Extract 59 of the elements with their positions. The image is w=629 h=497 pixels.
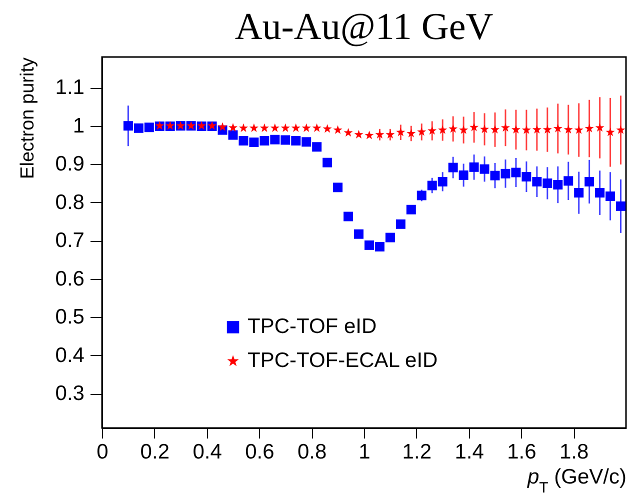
point [280, 135, 290, 145]
legend-label: TPC-TOF-ECAL eID [248, 349, 438, 372]
point [260, 136, 270, 146]
y-tick-label: 0.8 [55, 190, 84, 214]
point [302, 137, 312, 147]
point [249, 138, 259, 148]
point [354, 130, 364, 138]
point [344, 128, 353, 137]
point [238, 123, 248, 132]
point [364, 130, 374, 140]
y-axis-title: Electron purity [17, 57, 38, 179]
x-tick-label: 1 [358, 440, 370, 464]
point [270, 134, 280, 144]
point [312, 123, 322, 132]
y-tick-label: 0.5 [55, 306, 84, 329]
point [228, 130, 238, 140]
point [322, 158, 332, 168]
point [406, 204, 416, 214]
y-tick-label: 0.6 [55, 267, 84, 290]
point [270, 123, 280, 132]
point [291, 123, 300, 132]
point [134, 123, 144, 133]
x-tick-label: 0.2 [140, 440, 170, 464]
point [333, 125, 342, 134]
y-tick-label: 0.9 [55, 152, 84, 176]
point [312, 142, 322, 152]
point [228, 123, 238, 132]
y-tick-label: 1.1 [55, 76, 84, 100]
point [333, 182, 343, 192]
point [364, 240, 374, 250]
y-tick-label: 0.7 [55, 229, 84, 252]
x-tick-label: 1.2 [402, 440, 432, 464]
point [249, 123, 258, 132]
chart-title: Au-Au@11 GeV [234, 6, 494, 48]
x-tick-label: 1.6 [507, 440, 536, 464]
point [385, 232, 395, 242]
x-tick-label: 0.4 [192, 440, 222, 464]
point [374, 242, 384, 252]
x-tick-label: 0.8 [298, 440, 327, 464]
legend-label: TPC-TOF eID [248, 315, 377, 338]
point [144, 122, 154, 132]
point [238, 136, 248, 146]
point [280, 123, 290, 132]
x-tick-label: 0 [96, 440, 108, 464]
point [354, 229, 364, 239]
point [218, 122, 228, 131]
point [302, 123, 311, 132]
y-tick-label: 1 [72, 114, 84, 138]
y-tick-label: 0.3 [55, 382, 84, 406]
point [322, 124, 332, 133]
y-tick-label: 0.4 [55, 344, 85, 367]
point [344, 212, 354, 222]
x-tick-label: 1.4 [454, 440, 484, 464]
x-axis-title: p$_{T}$ (GeV/c) [526, 466, 626, 496]
x-tick-label: 0.6 [245, 440, 274, 464]
x-tick-label: 1.8 [560, 440, 589, 464]
point [396, 219, 406, 229]
point [260, 123, 269, 132]
point [291, 136, 301, 146]
